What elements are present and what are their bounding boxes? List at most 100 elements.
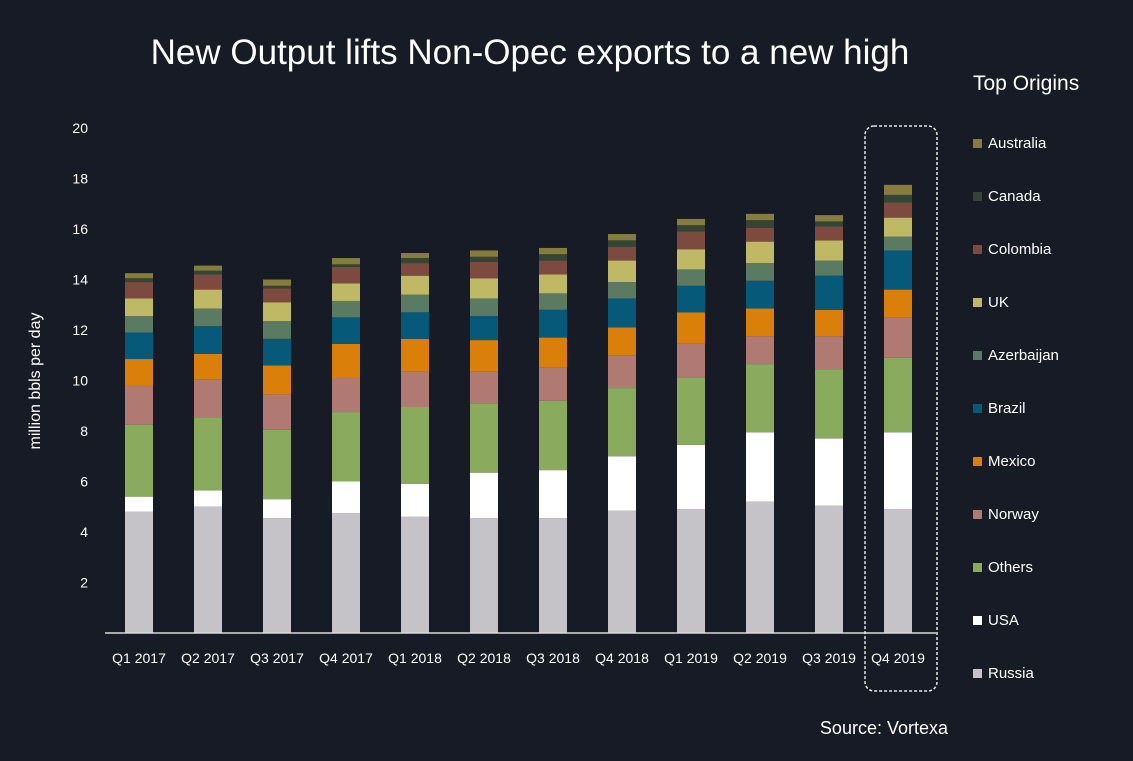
bar-segment-norway-q1-2017 [125, 385, 153, 425]
y-tick-labels: 2 4 6 8 10 12 14 16 18 20 [72, 120, 88, 591]
y-tick-label: 2 [80, 575, 88, 591]
bar-segment-russia-q1-2017 [125, 511, 153, 633]
bar-segment-usa-q4-2018 [608, 456, 636, 511]
legend-item-australia: Australia [973, 135, 1047, 152]
bar-segment-norway-q2-2017 [194, 379, 222, 418]
legend: Australia Canada Colombia UK Azerbaijan Brazi… [973, 135, 1059, 682]
bar-segment-australia-q2-2017 [194, 265, 222, 271]
bar-segment-australia-q1-2018 [401, 252, 429, 259]
bar-segment-others-q2-2017 [194, 417, 222, 491]
y-tick-label: 14 [72, 272, 88, 288]
bar-segment-norway-q4-2018 [608, 355, 636, 389]
bar-segment-mexico-q1-2017 [125, 359, 153, 386]
bar-segment-mexico-q3-2018 [539, 337, 567, 368]
bar-segment-canada-q2-2017 [194, 270, 222, 275]
bar-segment-uk-q4-2019 [884, 217, 912, 237]
bar-segment-mexico-q3-2019 [815, 309, 843, 337]
legend-swatch [973, 192, 982, 201]
bar-segment-azerbaijan-q3-2018 [539, 293, 567, 310]
legend-label: Canada [988, 188, 1041, 205]
y-tick-label: 6 [80, 474, 88, 490]
bar-segment-australia-q4-2018 [608, 234, 636, 241]
bar-segment-russia-q4-2017 [332, 513, 360, 633]
y-tick-label: 18 [72, 171, 88, 187]
bar-segment-norway-q1-2018 [401, 371, 429, 408]
bar-segment-mexico-q4-2018 [608, 327, 636, 356]
legend-swatch [973, 669, 982, 678]
legend-swatch [973, 457, 982, 466]
bar-segment-canada-q3-2017 [263, 285, 291, 289]
bar-segment-russia-q3-2018 [539, 518, 567, 633]
legend-item-canada: Canada [973, 188, 1041, 205]
legend-label: Australia [988, 135, 1047, 152]
bar-segment-australia-q1-2017 [125, 273, 153, 279]
bar-segment-colombia-q3-2017 [263, 288, 291, 303]
legend-swatch [973, 404, 982, 413]
bar-segment-uk-q4-2017 [332, 283, 360, 301]
bar-segment-brazil-q4-2017 [332, 317, 360, 344]
bar-segment-russia-q1-2019 [677, 509, 705, 633]
x-tick-label: Q2 2017 [181, 650, 235, 666]
bar-segment-others-q1-2018 [401, 407, 429, 485]
bar-segment-usa-q1-2019 [677, 444, 705, 510]
bar-segment-brazil-q1-2019 [677, 285, 705, 313]
bar-segment-canada-q4-2019 [884, 194, 912, 203]
bar-segment-norway-q4-2019 [884, 317, 912, 358]
legend-label: Azerbaijan [988, 347, 1059, 364]
legend-item-uk: UK [973, 294, 1009, 311]
chart-title: New Output lifts Non-Opec exports to a n… [151, 33, 910, 72]
bar-segment-usa-q4-2017 [332, 481, 360, 514]
bar-segment-australia-q1-2019 [677, 218, 705, 226]
legend-item-azerbaijan: Azerbaijan [973, 347, 1059, 364]
bar-segment-mexico-q4-2019 [884, 289, 912, 318]
bar-segment-russia-q3-2017 [263, 518, 291, 633]
bar-segment-norway-q2-2018 [470, 371, 498, 404]
bar-segment-australia-q4-2019 [884, 184, 912, 195]
bar-segment-azerbaijan-q2-2017 [194, 308, 222, 327]
bar-segment-colombia-q2-2017 [194, 274, 222, 290]
x-tick-label: Q2 2019 [733, 650, 787, 666]
bar-segment-others-q2-2019 [746, 364, 774, 433]
bar-segment-russia-q2-2017 [194, 506, 222, 633]
legend-label: Brazil [988, 400, 1026, 417]
legend-item-russia: Russia [973, 665, 1035, 682]
y-tick-label: 10 [72, 373, 88, 389]
bar-segment-russia-q3-2019 [815, 505, 843, 633]
bar-segment-brazil-q2-2018 [470, 316, 498, 341]
bar-segment-others-q4-2017 [332, 412, 360, 482]
bar-segment-canada-q3-2018 [539, 254, 567, 261]
bar-segment-norway-q3-2018 [539, 367, 567, 401]
bar-segment-colombia-q4-2019 [884, 202, 912, 218]
bar-segment-russia-q4-2018 [608, 510, 636, 633]
x-tick-label: Q4 2018 [595, 650, 649, 666]
x-tick-label: Q3 2017 [250, 650, 304, 666]
legend-swatch [973, 616, 982, 625]
bar-segment-australia-q3-2018 [539, 247, 567, 255]
bar-segment-azerbaijan-q4-2017 [332, 300, 360, 318]
bar-segment-norway-q1-2019 [677, 343, 705, 378]
bar-segment-mexico-q1-2019 [677, 312, 705, 344]
bar-segment-colombia-q1-2019 [677, 231, 705, 250]
legend-label: Others [988, 559, 1033, 576]
bar-segment-azerbaijan-q3-2017 [263, 321, 291, 339]
bar-segment-others-q3-2019 [815, 369, 843, 439]
legend-item-colombia: Colombia [973, 241, 1052, 258]
bar-segment-uk-q1-2019 [677, 249, 705, 270]
bar-segment-usa-q3-2019 [815, 438, 843, 506]
legend-item-mexico: Mexico [973, 453, 1036, 470]
legend-item-others: Others [973, 559, 1033, 576]
legend-label: Russia [988, 665, 1035, 682]
legend-swatch [973, 298, 982, 307]
bar-segment-brazil-q1-2018 [401, 312, 429, 339]
legend-item-norway: Norway [973, 506, 1039, 523]
y-tick-label: 4 [80, 524, 88, 540]
legend-item-brazil: Brazil [973, 400, 1026, 417]
legend-swatch [973, 351, 982, 360]
legend-label: USA [988, 612, 1019, 629]
bar-segment-mexico-q4-2017 [332, 343, 360, 378]
bar-segment-usa-q2-2018 [470, 472, 498, 519]
x-tick-label: Q4 2019 [871, 650, 925, 666]
bar-segment-canada-q2-2018 [470, 256, 498, 262]
bar-segment-canada-q3-2019 [815, 221, 843, 227]
bar-segment-norway-q3-2019 [815, 336, 843, 370]
